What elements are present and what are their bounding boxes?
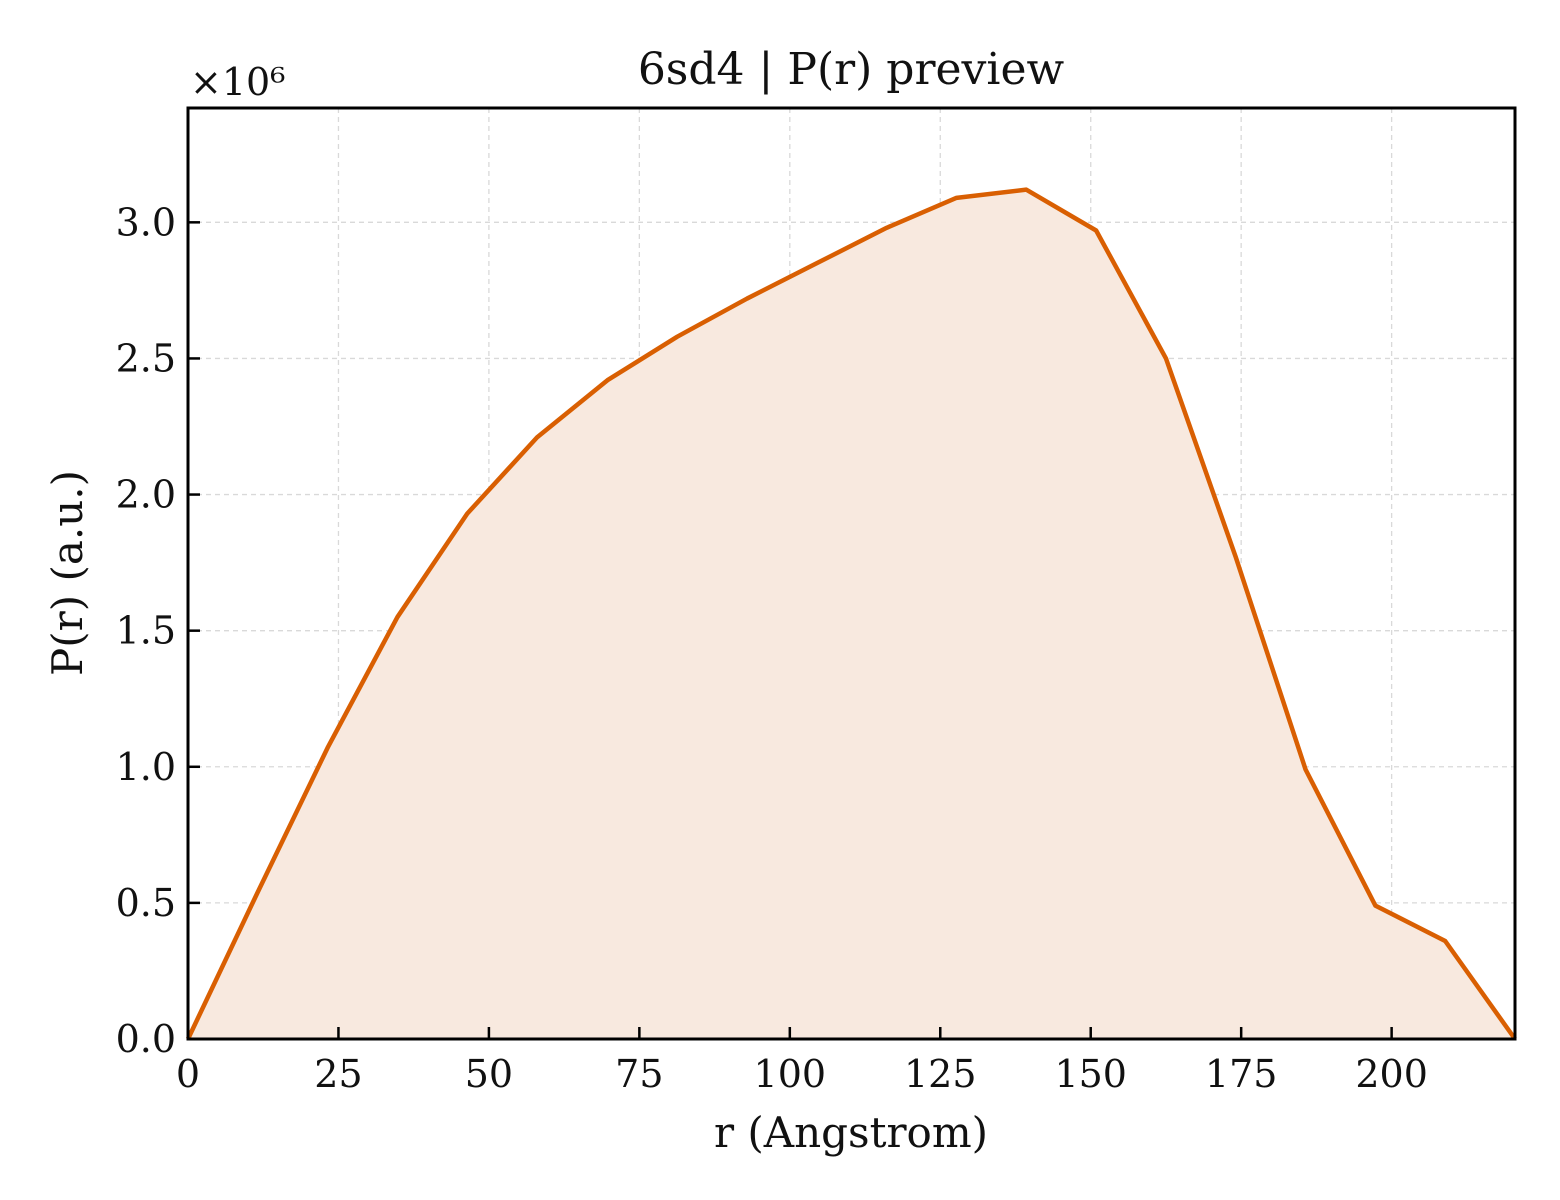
- y-tick-label: 2.0: [116, 473, 176, 517]
- y-tick-label: 1.0: [116, 745, 176, 789]
- x-tick-label: 125: [904, 1052, 977, 1096]
- y-tick-label: 2.5: [116, 336, 176, 380]
- x-tick-label: 0: [176, 1052, 200, 1096]
- y-axis-title: P(r) (a.u.): [43, 470, 92, 676]
- y-tick-label: 0.0: [116, 1017, 176, 1061]
- y-multiplier-label: ×10⁶: [190, 60, 285, 104]
- area-fill: [188, 189, 1515, 1040]
- x-tick-label: 150: [1054, 1052, 1127, 1096]
- x-axis-title: r (Angstrom): [714, 1108, 988, 1157]
- x-tick-label: 25: [314, 1052, 362, 1096]
- x-tick-label: 175: [1205, 1052, 1278, 1096]
- x-tick-label: 200: [1355, 1052, 1428, 1096]
- x-tick-label: 75: [615, 1052, 663, 1096]
- x-tick-label: 50: [465, 1052, 513, 1096]
- y-tick-label: 1.5: [116, 609, 176, 653]
- x-tick-label: 100: [754, 1052, 827, 1096]
- y-tick-label: 0.5: [116, 881, 176, 925]
- chart-title: 6sd4 | P(r) preview: [638, 44, 1065, 95]
- y-tick-label: 3.0: [116, 200, 176, 244]
- axis-ticks: 0 25 50 75 100 125 150 175 200 0.0 0.5 1.0 1.5 2.0 2.5…: [116, 200, 1428, 1096]
- plot-frame: [186, 106, 1517, 1041]
- series-line: [185, 187, 1517, 1041]
